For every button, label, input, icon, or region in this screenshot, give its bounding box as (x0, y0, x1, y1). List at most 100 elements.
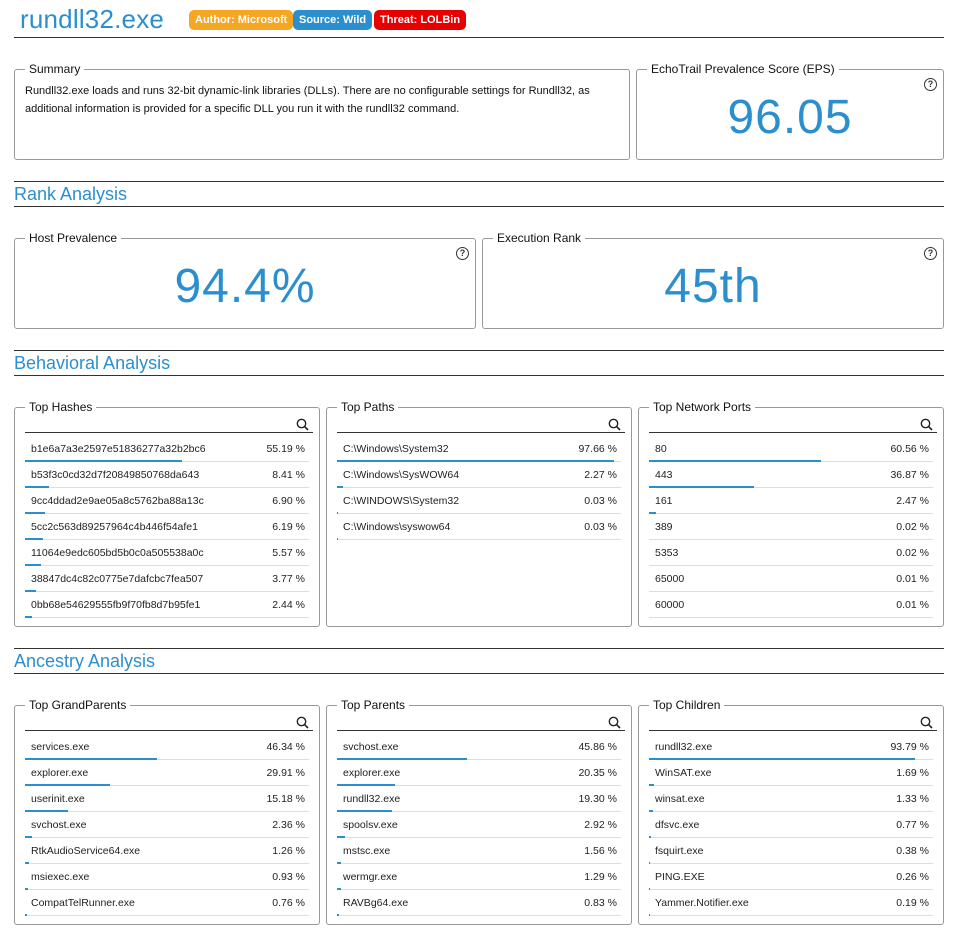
table-row[interactable]: 443 36.87 % (649, 462, 933, 488)
table-search-bar[interactable] (337, 418, 625, 433)
table-row[interactable]: 5353 0.02 % (649, 540, 933, 566)
table-row[interactable]: PING.EXE 0.26 % (649, 864, 933, 890)
row-name[interactable]: fsquirt.exe (655, 845, 704, 857)
table-rows[interactable]: b1e6a7a3e2597e51836277a32b2bc6 55.19 % b53… (25, 436, 309, 618)
table-rows[interactable]: rundll32.exe 93.79 % WinSAT.exe 1.69 % winsa… (649, 734, 933, 916)
row-name[interactable]: 65000 (655, 573, 685, 585)
table-row[interactable]: msiexec.exe 0.93 % (25, 864, 309, 890)
table-rows[interactable]: svchost.exe 45.86 % explorer.exe 20.35 % run… (337, 734, 621, 916)
row-name[interactable]: msiexec.exe (31, 871, 90, 883)
row-name[interactable]: Yammer.Notifier.exe (655, 897, 749, 909)
row-name[interactable]: WinSAT.exe (655, 767, 712, 779)
table-row[interactable]: C:\WINDOWS\System32 0.03 % (337, 488, 621, 514)
search-icon[interactable] (920, 418, 933, 431)
table-row[interactable]: explorer.exe 20.35 % (337, 760, 621, 786)
row-name[interactable]: svchost.exe (31, 819, 87, 831)
row-name[interactable]: 161 (655, 495, 673, 507)
table-row[interactable]: 80 60.56 % (649, 436, 933, 462)
row-name[interactable]: mstsc.exe (343, 845, 391, 857)
table-row[interactable]: 9cc4ddad2e9ae05a8c5762ba88a13c 6.90 % (25, 488, 309, 514)
table-row[interactable]: 389 0.02 % (649, 514, 933, 540)
table-search-bar[interactable] (25, 716, 313, 731)
table-search-bar[interactable] (25, 418, 313, 433)
table-row[interactable]: dfsvc.exe 0.77 % (649, 812, 933, 838)
table-row[interactable]: winsat.exe 1.33 % (649, 786, 933, 812)
row-name[interactable]: svchost.exe (343, 741, 399, 753)
table-rows[interactable]: services.exe 46.34 % explorer.exe 29.91 % us… (25, 734, 309, 916)
row-name[interactable]: 80 (655, 443, 667, 455)
row-name[interactable]: services.exe (31, 741, 90, 753)
table-row[interactable]: 38847dc4c82c0775e7dafcbc7fea507 3.77 % (25, 566, 309, 592)
table-row[interactable]: C:\Windows\SysWOW64 2.27 % (337, 462, 621, 488)
table-row[interactable]: svchost.exe 45.86 % (337, 734, 621, 760)
row-name[interactable]: 389 (655, 521, 673, 533)
row-name[interactable]: explorer.exe (31, 767, 89, 779)
table-row[interactable]: RtkAudioService64.exe 1.26 % (25, 838, 309, 864)
help-icon[interactable]: ? (924, 78, 937, 91)
table-row[interactable]: C:\Windows\System32 97.66 % (337, 436, 621, 462)
row-name[interactable]: 5cc2c563d89257964c4b446f54afe1 (31, 521, 198, 533)
table-row[interactable]: b53f3c0cd32d7f20849850768da643 8.41 % (25, 462, 309, 488)
table-row[interactable]: 60000 0.01 % (649, 592, 933, 618)
table-row[interactable]: 5cc2c563d89257964c4b446f54afe1 6.19 % (25, 514, 309, 540)
table-row[interactable]: services.exe 46.34 % (25, 734, 309, 760)
table-rows[interactable]: 80 60.56 % 443 36.87 % 161 2.47 % 389 0.02 % 535… (649, 436, 933, 618)
row-name[interactable]: RAVBg64.exe (343, 897, 409, 909)
row-name[interactable]: rundll32.exe (343, 793, 401, 805)
row-name[interactable]: rundll32.exe (655, 741, 713, 753)
row-name[interactable]: 443 (655, 469, 673, 481)
table-row[interactable]: b1e6a7a3e2597e51836277a32b2bc6 55.19 % (25, 436, 309, 462)
row-name[interactable]: 5353 (655, 547, 679, 559)
help-icon[interactable]: ? (456, 247, 469, 260)
table-search-bar[interactable] (649, 716, 937, 731)
row-name[interactable]: C:\WINDOWS\System32 (343, 495, 460, 507)
row-name[interactable]: 60000 (655, 599, 685, 611)
row-name[interactable]: winsat.exe (655, 793, 705, 805)
row-name[interactable]: 11064e9edc605bd5b0c0a505538a0c (31, 547, 204, 559)
table-row[interactable]: userinit.exe 15.18 % (25, 786, 309, 812)
row-name[interactable]: b53f3c0cd32d7f20849850768da643 (31, 469, 200, 481)
row-name[interactable]: C:\Windows\SysWOW64 (343, 469, 460, 481)
table-row[interactable]: wermgr.exe 1.29 % (337, 864, 621, 890)
row-name[interactable]: PING.EXE (655, 871, 705, 883)
row-name[interactable]: explorer.exe (343, 767, 401, 779)
table-search-bar[interactable] (649, 418, 937, 433)
source-badge[interactable]: Source: Wild (293, 10, 373, 30)
table-row[interactable]: C:\Windows\syswow64 0.03 % (337, 514, 621, 540)
table-row[interactable]: mstsc.exe 1.56 % (337, 838, 621, 864)
search-icon[interactable] (296, 716, 309, 729)
author-badge[interactable]: Author: Microsoft (189, 10, 294, 30)
table-row[interactable]: CompatTelRunner.exe 0.76 % (25, 890, 309, 916)
row-name[interactable]: 9cc4ddad2e9ae05a8c5762ba88a13c (31, 495, 204, 507)
table-row[interactable]: RAVBg64.exe 0.83 % (337, 890, 621, 916)
table-row[interactable]: 0bb68e54629555fb9f70fb8d7b95fe1 2.44 % (25, 592, 309, 618)
row-name[interactable]: spoolsv.exe (343, 819, 398, 831)
row-name[interactable]: C:\Windows\syswow64 (343, 521, 451, 533)
search-icon[interactable] (608, 418, 621, 431)
row-name[interactable]: CompatTelRunner.exe (31, 897, 135, 909)
table-rows[interactable]: C:\Windows\System32 97.66 % C:\Windows\Sys… (337, 436, 621, 618)
search-icon[interactable] (608, 716, 621, 729)
table-row[interactable]: rundll32.exe 93.79 % (649, 734, 933, 760)
table-row[interactable]: svchost.exe 2.36 % (25, 812, 309, 838)
table-row[interactable]: 11064e9edc605bd5b0c0a505538a0c 5.57 % (25, 540, 309, 566)
search-icon[interactable] (920, 716, 933, 729)
row-name[interactable]: b1e6a7a3e2597e51836277a32b2bc6 (31, 443, 206, 455)
search-icon[interactable] (296, 418, 309, 431)
table-row[interactable]: WinSAT.exe 1.69 % (649, 760, 933, 786)
row-name[interactable]: userinit.exe (31, 793, 85, 805)
table-row[interactable]: spoolsv.exe 2.92 % (337, 812, 621, 838)
table-search-bar[interactable] (337, 716, 625, 731)
table-row[interactable]: rundll32.exe 19.30 % (337, 786, 621, 812)
table-row[interactable]: 65000 0.01 % (649, 566, 933, 592)
table-row[interactable]: 161 2.47 % (649, 488, 933, 514)
threat-badge[interactable]: Threat: LOLBin (374, 10, 467, 30)
row-name[interactable]: 38847dc4c82c0775e7dafcbc7fea507 (31, 573, 204, 585)
table-row[interactable]: fsquirt.exe 0.38 % (649, 838, 933, 864)
row-name[interactable]: C:\Windows\System32 (343, 443, 449, 455)
row-name[interactable]: wermgr.exe (343, 871, 398, 883)
table-row[interactable]: explorer.exe 29.91 % (25, 760, 309, 786)
row-name[interactable]: dfsvc.exe (655, 819, 700, 831)
row-name[interactable]: RtkAudioService64.exe (31, 845, 141, 857)
help-icon[interactable]: ? (924, 247, 937, 260)
